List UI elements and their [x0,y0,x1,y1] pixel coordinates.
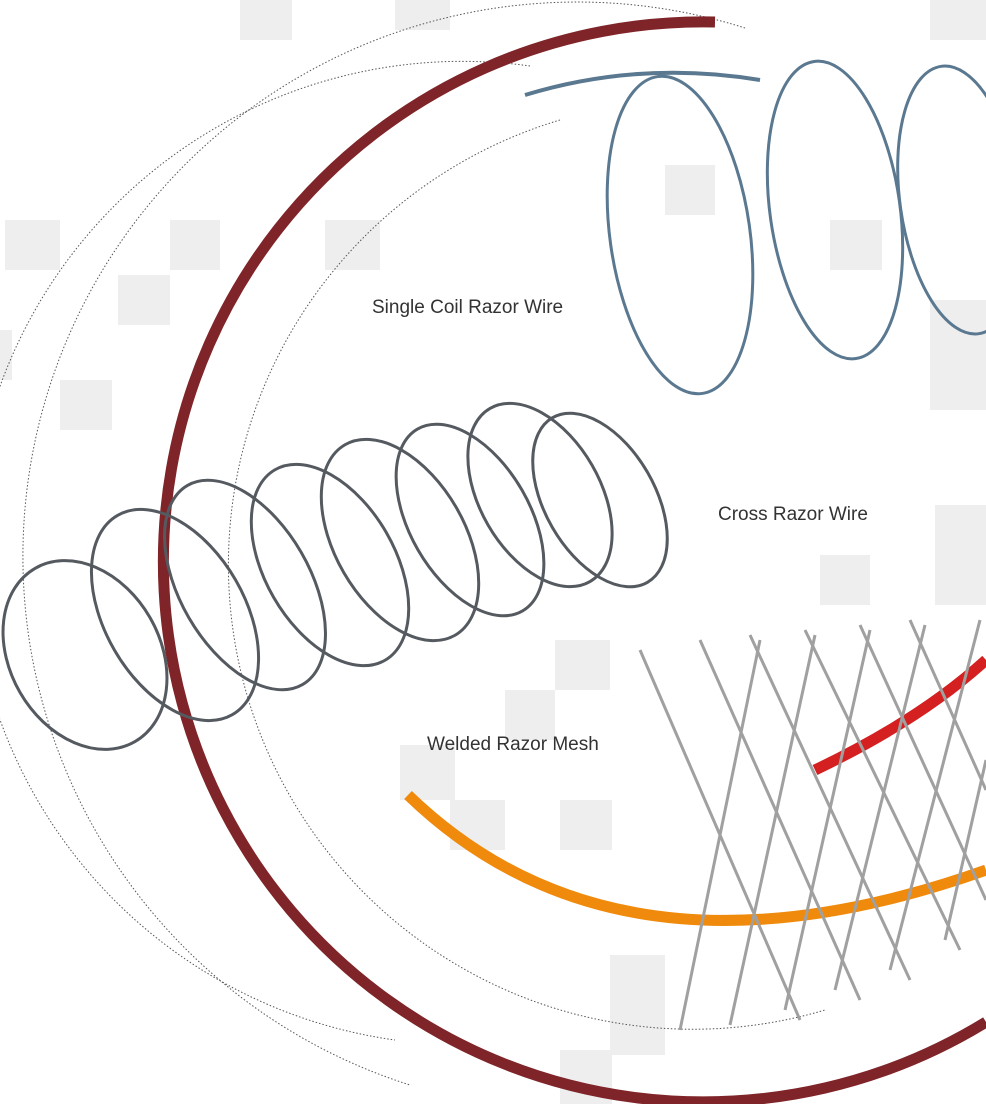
welded-razor-mesh [638,619,986,1031]
product-label: Cross Razor Wire [718,504,868,525]
single-coil-wire [524,59,986,396]
product-label: Welded Razor Mesh [427,734,599,755]
product-label: Single Coil Razor Wire [372,297,563,318]
cross-razor-wire [1,401,669,751]
